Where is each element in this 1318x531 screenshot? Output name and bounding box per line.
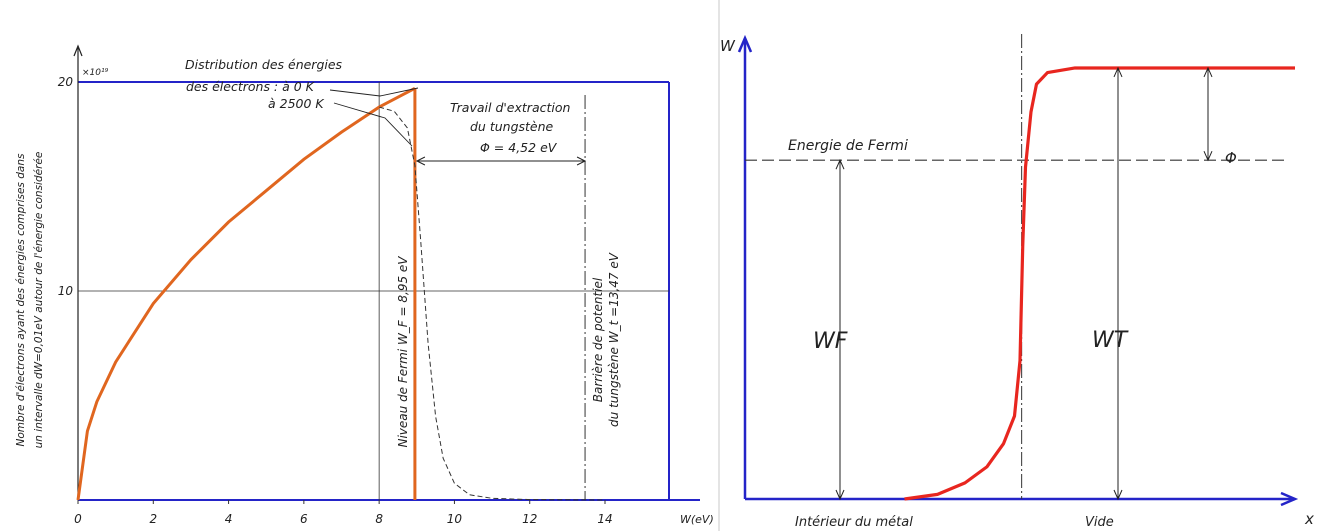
x-tick-label: 8 [375,512,383,526]
x-tick-label: 4 [225,512,233,526]
x-axis-arrow [1280,491,1299,507]
wt-arrow-head-top [1113,66,1123,78]
y-multiplier-label: ×10¹⁹ [82,68,109,78]
extraction-label-line1: Travail d'extraction [450,100,570,115]
extraction-arrow-head-right [576,156,587,166]
potential-curve [904,66,1295,501]
x-tick-label: 12 [522,512,537,526]
leader-line-0K [329,87,419,97]
distribution-label-line2: des électrons : à 0 K [186,79,316,94]
x-axis-label: x [1304,510,1314,528]
extraction-label-line2: du tungstène [470,119,554,134]
y-axis-label: W [720,37,736,55]
distribution-0K-curve [76,86,416,501]
fermi-level-label: Niveau de Fermi W_F = 8,95 eV [396,256,410,448]
x-axis-label: W(eV) [680,513,714,526]
energy-barrier-diagram: Wx Energie de Fermi WF WT Φ Intérieur du méta… [720,34,1314,530]
distribution-2500K-curve [379,106,606,501]
phi-arrow-head-bottom [1203,150,1213,162]
x-tick-label: 2 [149,512,157,526]
x-tick-label: 0 [74,512,82,526]
y-tick-label: 10 [58,284,74,298]
temp-2500-label: à 2500 K [268,96,325,111]
x-tick-label: 10 [447,512,463,526]
x-tick-label: 14 [597,512,612,526]
extraction-arrow-head-left [415,156,426,166]
extraction-value-label: Φ = 4,52 eV [480,140,558,155]
panel-divider [718,0,720,531]
wf-arrow-head-top [835,158,845,170]
region-right-label: Vide [1085,515,1114,530]
y-axis-arrow [737,34,753,53]
wf-label: WF [813,329,848,354]
barrier-label-line1: Barrière de potentiel [591,277,605,402]
barrier-label-line2: du tungstène W_t =13,47 eV [607,252,621,427]
region-left-label: Intérieur du métal [795,515,913,530]
y-tick-label: 20 [58,75,74,89]
wt-arrow-head-bottom [1113,489,1123,501]
phi-label: Φ [1225,149,1237,167]
y-axis-label-line2: un intervalle dW=0,01eV autour de l'éner… [33,152,45,449]
wt-label: WT [1092,328,1129,353]
phi-arrow-head-top [1203,66,1213,78]
fermi-level-label: Energie de Fermi [788,138,908,154]
y-axis-arrow [73,44,83,57]
fermi-distribution-chart: 0 2 4 6 8 10 12 14 10 20 ×10¹⁹ W(eV) Nombre d'électr… [15,44,714,526]
leader-line-2500K [333,102,413,147]
wf-arrow-head-bottom [835,489,845,501]
distribution-label-line1: Distribution des énergies [185,57,343,72]
x-tick-label: 6 [300,512,308,526]
y-axis-label-line1: Nombre d'électrons ayant des énergies co… [15,153,27,446]
